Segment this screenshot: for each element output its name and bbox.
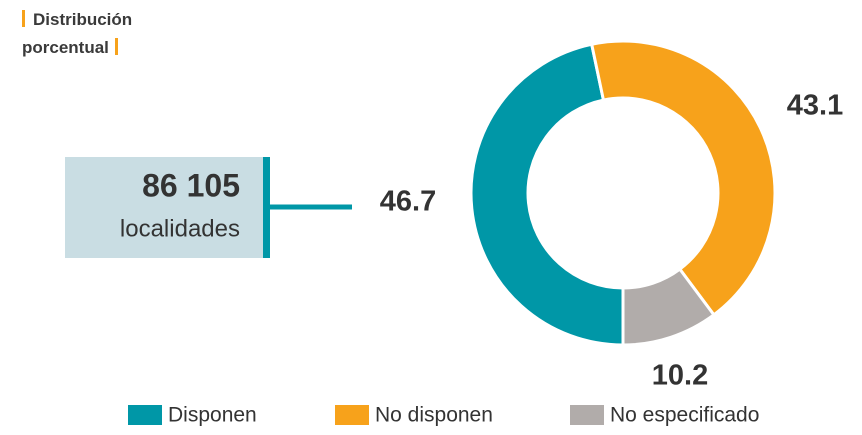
donut-segment [469, 42, 625, 347]
legend-label: No especificado [610, 404, 759, 427]
data-label: 43.1 [787, 90, 843, 122]
legend-swatch [570, 405, 604, 425]
donut-segment [589, 39, 777, 317]
total-value: 86 105 [142, 167, 240, 203]
legend-label: No disponen [375, 404, 493, 427]
data-label: 10.2 [652, 360, 708, 392]
legend-swatch [128, 405, 162, 425]
donut-segment [621, 267, 716, 347]
total-label: localidades [120, 215, 240, 242]
data-label: 46.7 [380, 186, 436, 218]
total-box [65, 157, 268, 258]
title-text: Distribución porcentual [22, 10, 133, 57]
title-bar [22, 10, 25, 27]
legend-label: Disponen [168, 404, 257, 427]
title-bar [114, 38, 118, 55]
chart-title: Distribución porcentual [22, 6, 172, 62]
legend-swatch [335, 405, 369, 425]
box-edge [263, 157, 270, 258]
